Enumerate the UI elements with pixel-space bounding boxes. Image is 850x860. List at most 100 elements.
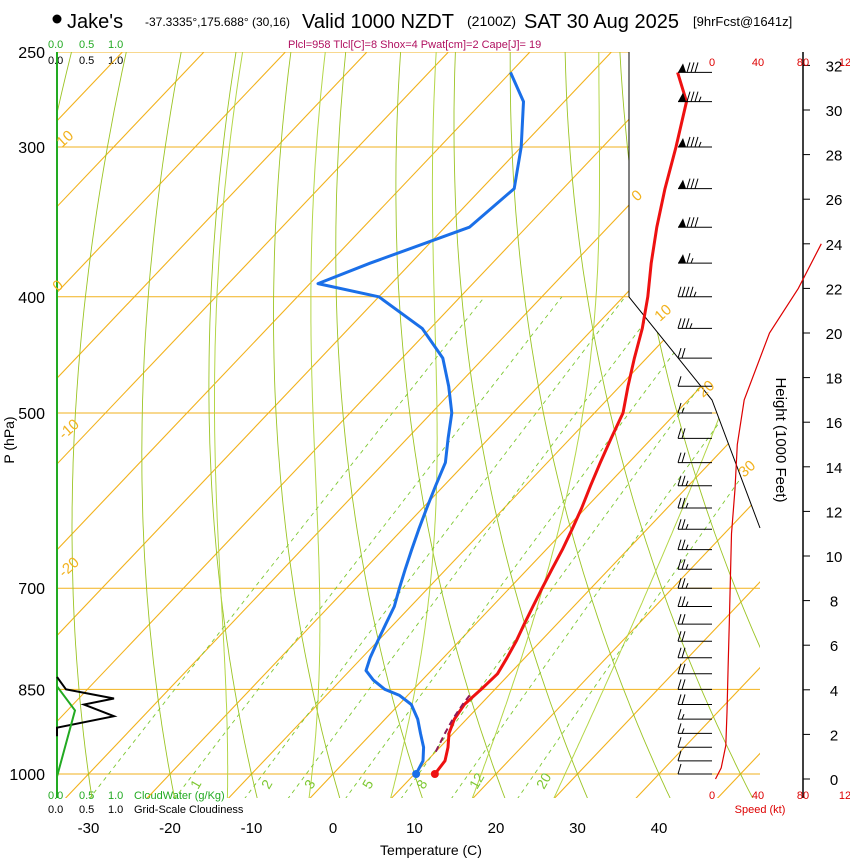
isotherm-line <box>57 52 152 798</box>
wind-barb-flag <box>677 763 682 775</box>
mixing-ratio-label: 3 <box>301 777 319 792</box>
wind-barb-flag <box>677 376 682 387</box>
isotherm-line <box>57 52 723 798</box>
moist-adiabat <box>471 52 600 798</box>
wind-barb-half-flag <box>685 480 689 486</box>
wind-barb-pennant <box>678 92 686 102</box>
pressure-tick-label: 300 <box>18 140 45 157</box>
wind-barb-flag <box>677 647 682 658</box>
wind-barb <box>678 136 712 148</box>
wind-barb-flag <box>677 347 682 359</box>
pressure-tick-label: 850 <box>18 682 45 699</box>
height-tick-label: 32 <box>826 58 843 75</box>
isotherm-line <box>57 52 478 798</box>
wind-barb <box>677 578 712 589</box>
wind-barb-flag <box>681 347 686 359</box>
bullet-icon <box>52 14 62 24</box>
wind-barb-half-flag <box>681 713 685 720</box>
temperature-tick-label: 10 <box>406 820 423 837</box>
wind-barb-flag <box>677 723 682 734</box>
wind-barb <box>677 347 712 359</box>
height-tick-label: 6 <box>830 638 838 655</box>
wind-barb-flag <box>677 614 682 625</box>
dry-adiabat <box>564 52 754 798</box>
wind-barb-flag <box>677 737 682 748</box>
wind-barb-flag <box>677 663 682 674</box>
isotherm-line <box>63 52 760 798</box>
sounding-series <box>316 71 688 778</box>
wind-barb-pennant <box>678 254 686 264</box>
thermo-grid <box>57 52 760 798</box>
site-name: Jake's <box>67 11 123 33</box>
isotherm-line <box>145 52 760 798</box>
wind-barb-flag <box>681 559 686 570</box>
height-tick-label: 24 <box>826 237 843 254</box>
x-axis-title: Temperature (C) <box>380 842 482 858</box>
mixing-ratio-line <box>88 296 485 798</box>
wind-barb-flag <box>689 286 694 297</box>
wind-barb <box>677 614 712 625</box>
wind-barb-flag <box>690 91 695 102</box>
height-tick-label: 26 <box>826 192 843 209</box>
wind-barb-flag <box>681 497 686 509</box>
cloud-profiles <box>56 676 118 777</box>
wind-barb <box>677 679 712 690</box>
valid-date: SAT 30 Aug 2025 <box>524 11 679 33</box>
wind-barb-flag <box>681 475 686 486</box>
cloudiness-legend-label: Grid-Scale Cloudiness <box>134 804 244 816</box>
height-tick-label: 30 <box>826 103 843 120</box>
mixing-ratio-label: 20 <box>533 770 555 792</box>
wind-barb-pennant <box>678 137 686 147</box>
speed-tick-label-top: 12 <box>839 57 850 69</box>
temperature-tick-label: -10 <box>241 820 263 837</box>
cloudwater-tick-2: 1.0 <box>108 39 123 51</box>
wind-barb-half-flag <box>685 564 689 570</box>
mixing-ratio-label: 12 <box>466 770 488 792</box>
mixing-ratio-line <box>516 296 760 798</box>
height-tick-label: 20 <box>826 326 843 343</box>
height-tick-label: 16 <box>826 415 843 432</box>
wind-barb-flag <box>694 62 699 73</box>
cloudiness-tick-2: 1.0 <box>108 55 123 67</box>
valid-time: Valid 1000 NZDT <box>302 11 454 33</box>
wind-barb <box>677 539 712 551</box>
cloudwater-bottom-tick-1: 0.5 <box>79 790 94 802</box>
wind-barb <box>677 402 712 414</box>
wind-barb-pennant <box>678 63 686 73</box>
wind-barb-flag <box>677 402 682 414</box>
isotherm-label: -20 <box>55 554 82 581</box>
wind-barb-flag <box>677 631 682 642</box>
speed-tick-label-top: 80 <box>797 57 809 69</box>
wind-barb-flag <box>681 286 686 297</box>
wind-barb <box>678 217 712 228</box>
wind-barb-flag <box>694 91 699 102</box>
moist-adiabat <box>552 52 760 798</box>
speed-profile-line <box>714 243 822 780</box>
dry-adiabat <box>335 52 424 798</box>
height-tick-label: 4 <box>830 683 838 700</box>
mixing-ratio-line <box>287 296 665 798</box>
wind-barb-flag <box>681 679 686 690</box>
cloudiness-bottom-tick-2: 1.0 <box>108 804 123 816</box>
wind-barb <box>678 178 712 190</box>
dry-adiabat <box>71 52 143 798</box>
isotherm-label: 30 <box>735 457 759 481</box>
wind-barb-flag <box>677 694 682 705</box>
wind-barb-flag <box>677 578 682 589</box>
cloudwater-bottom-tick-2: 1.0 <box>108 790 123 802</box>
cloudwater-profile-line <box>56 683 77 777</box>
temperature-tick-label: 20 <box>488 820 505 837</box>
speed-tick-label-bottom: 80 <box>797 790 809 802</box>
isotherm-label: 0 <box>49 277 67 295</box>
wind-barb <box>677 519 712 530</box>
wind-barb-flag <box>681 614 686 625</box>
dry-adiabat <box>57 52 90 798</box>
isotherm-label: -10 <box>55 416 82 443</box>
wind-barb <box>677 497 712 509</box>
mixing-ratio-line <box>243 296 626 798</box>
moist-adiabat <box>389 52 442 798</box>
coords: -37.3335°,175.688° (30,16) <box>145 15 290 29</box>
surface-temperature-marker <box>430 770 439 778</box>
wind-barb-flag <box>681 578 686 589</box>
